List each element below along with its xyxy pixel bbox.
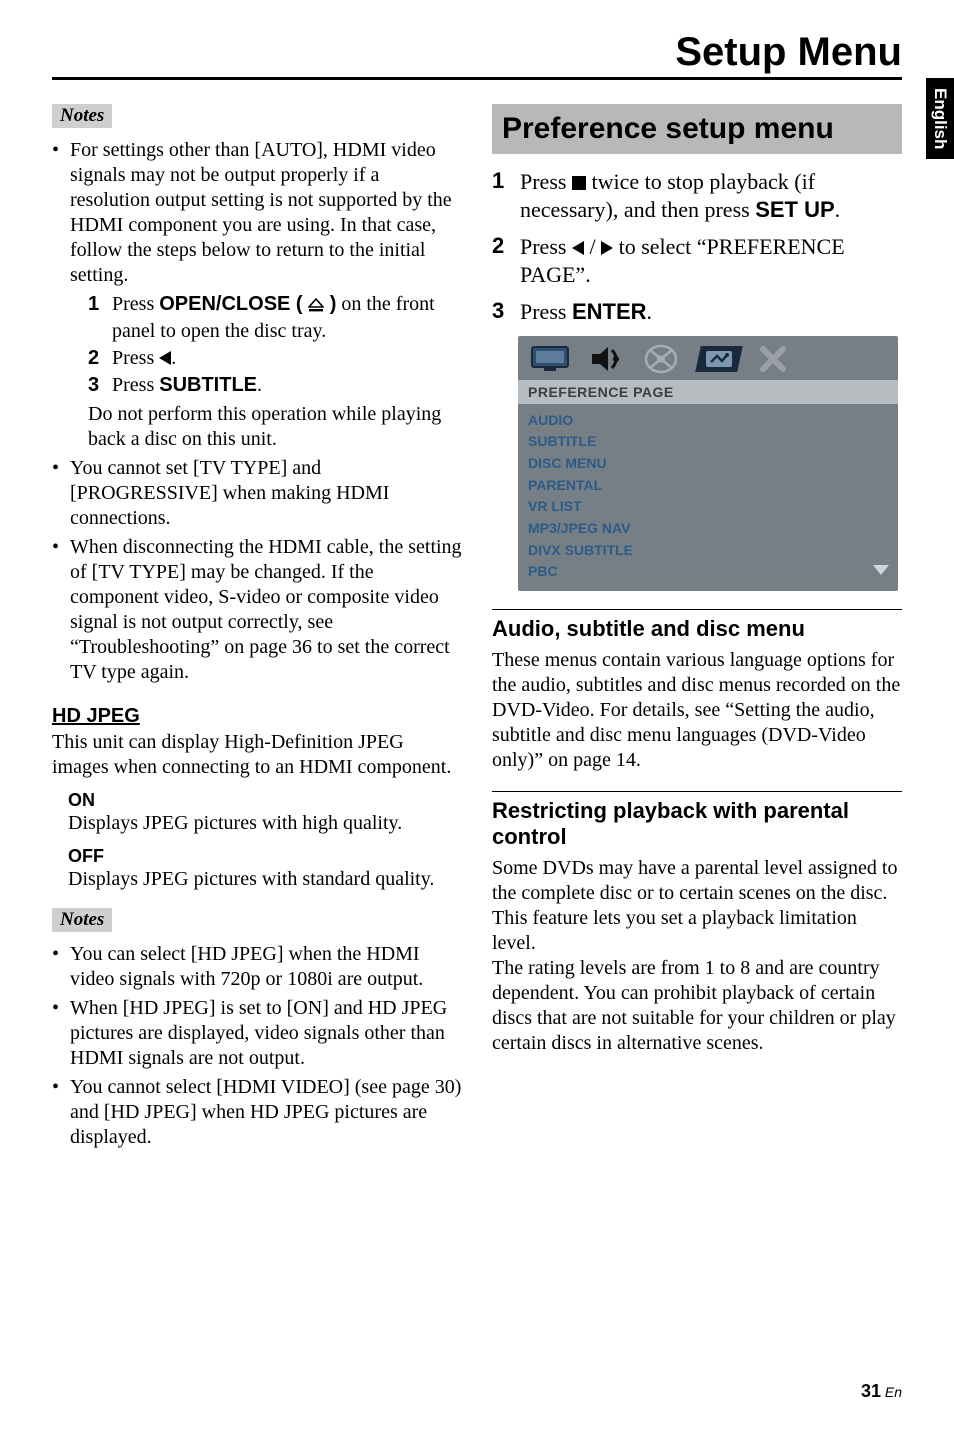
note-text: You can select [HD JPEG] when the HDMI v… [70, 943, 423, 990]
option-label: OFF [68, 846, 462, 867]
subsection-body: Some DVDs may have a parental level assi… [492, 856, 902, 1056]
substep-num: 2 [88, 346, 106, 371]
right-column: Preference setup menu 1 Press twice to s… [492, 104, 902, 1154]
menu-items: AUDIO SUBTITLE DISC MENU PARENTAL VR LIS… [518, 404, 898, 586]
menu-item: SUBTITLE [528, 431, 888, 453]
substep-num: 1 [88, 292, 106, 344]
note-tail: Do not perform this operation while play… [70, 402, 462, 452]
step: 1 Press twice to stop playback (if neces… [492, 168, 902, 223]
notes-list-2: You can select [HD JPEG] when the HDMI v… [52, 942, 462, 1150]
substep-body: Press SUBTITLE. [112, 373, 262, 398]
substep: 3 Press SUBTITLE. [88, 373, 462, 398]
menu-icon-row [518, 336, 898, 380]
step-num: 2 [492, 233, 510, 288]
note-text: For settings other than [AUTO], HDMI vid… [70, 139, 452, 286]
note-text: When disconnecting the HDMI cable, the s… [70, 536, 462, 683]
note-text: You cannot select [HDMI VIDEO] (see page… [70, 1076, 461, 1148]
notes-list-1: For settings other than [AUTO], HDMI vid… [52, 138, 462, 685]
disc-icon [644, 344, 678, 374]
page-number: 31 [861, 1381, 881, 1401]
chapter-header: Setup Menu [52, 30, 902, 80]
substep: 2 Press . [88, 346, 462, 371]
menu-item: MP3/JPEG NAV [528, 518, 888, 540]
eject-icon [308, 294, 324, 319]
note-item: You cannot set [TV TYPE] and [PROGRESSIV… [52, 456, 462, 531]
note-item: When disconnecting the HDMI cable, the s… [52, 535, 462, 685]
step-body: Press / to select “PREFERENCE PAGE”. [520, 233, 902, 288]
option-label: ON [68, 790, 462, 811]
step-num: 3 [492, 298, 510, 326]
menu-strip-title: PREFERENCE PAGE [518, 380, 898, 404]
preference-icon [695, 346, 743, 372]
note-item: For settings other than [AUTO], HDMI vid… [52, 138, 462, 452]
note-item: You cannot select [HDMI VIDEO] (see page… [52, 1075, 462, 1150]
note-text: When [HD JPEG] is set to [ON] and HD JPE… [70, 997, 447, 1069]
language-side-tab: English [926, 78, 954, 159]
option-desc: Displays JPEG pictures with standard qua… [68, 867, 462, 892]
menu-item: AUDIO [528, 410, 888, 432]
stop-icon [572, 176, 586, 190]
close-x-icon [760, 346, 786, 372]
menu-item: PARENTAL [528, 475, 888, 497]
divider [492, 609, 902, 610]
section-title: Preference setup menu [502, 112, 892, 146]
speaker-icon [590, 344, 624, 374]
left-arrow-icon [572, 241, 584, 255]
preference-menu-screenshot: PREFERENCE PAGE AUDIO SUBTITLE DISC MENU… [518, 336, 898, 592]
step: 2 Press / to select “PREFERENCE PAGE”. [492, 233, 902, 288]
hd-jpeg-body: This unit can display High-Definition JP… [52, 730, 462, 780]
page-footer: 31 En [861, 1381, 902, 1402]
notes-label: Notes [52, 104, 112, 128]
note-item: When [HD JPEG] is set to [ON] and HD JPE… [52, 996, 462, 1071]
chapter-title: Setup Menu [675, 30, 902, 74]
menu-item: VR LIST [528, 496, 888, 518]
section-header: Preference setup menu [492, 104, 902, 154]
note-item: You can select [HD JPEG] when the HDMI v… [52, 942, 462, 992]
subsection-title: Restricting playback with parental contr… [492, 798, 902, 850]
step: 3 Press ENTER. [492, 298, 902, 326]
subsection-title: Audio, subtitle and disc menu [492, 616, 902, 642]
substep-body: Press . [112, 346, 176, 371]
step-body: Press twice to stop playback (if necessa… [520, 168, 902, 223]
menu-item: PBC [528, 561, 888, 583]
step-body: Press ENTER. [520, 298, 652, 326]
substep: 1 Press OPEN/CLOSE ( ) on the front pane… [88, 292, 462, 344]
left-column: Notes For settings other than [AUTO], HD… [52, 104, 462, 1154]
subsection-body: These menus contain various language opt… [492, 648, 902, 773]
note-text: You cannot set [TV TYPE] and [PROGRESSIV… [70, 457, 389, 529]
right-arrow-icon [601, 241, 613, 255]
divider [492, 791, 902, 792]
substep-num: 3 [88, 373, 106, 398]
hd-jpeg-heading: HD JPEG [52, 705, 462, 728]
scroll-down-icon [872, 561, 890, 583]
step-num: 1 [492, 168, 510, 223]
page-lang: En [885, 1384, 902, 1400]
menu-item: DIVX SUBTITLE [528, 540, 888, 562]
left-arrow-icon [159, 351, 171, 365]
tv-icon [530, 345, 570, 373]
notes-label: Notes [52, 908, 112, 932]
substep-body: Press OPEN/CLOSE ( ) on the front panel … [112, 292, 462, 344]
option-desc: Displays JPEG pictures with high quality… [68, 811, 462, 836]
menu-item: DISC MENU [528, 453, 888, 475]
